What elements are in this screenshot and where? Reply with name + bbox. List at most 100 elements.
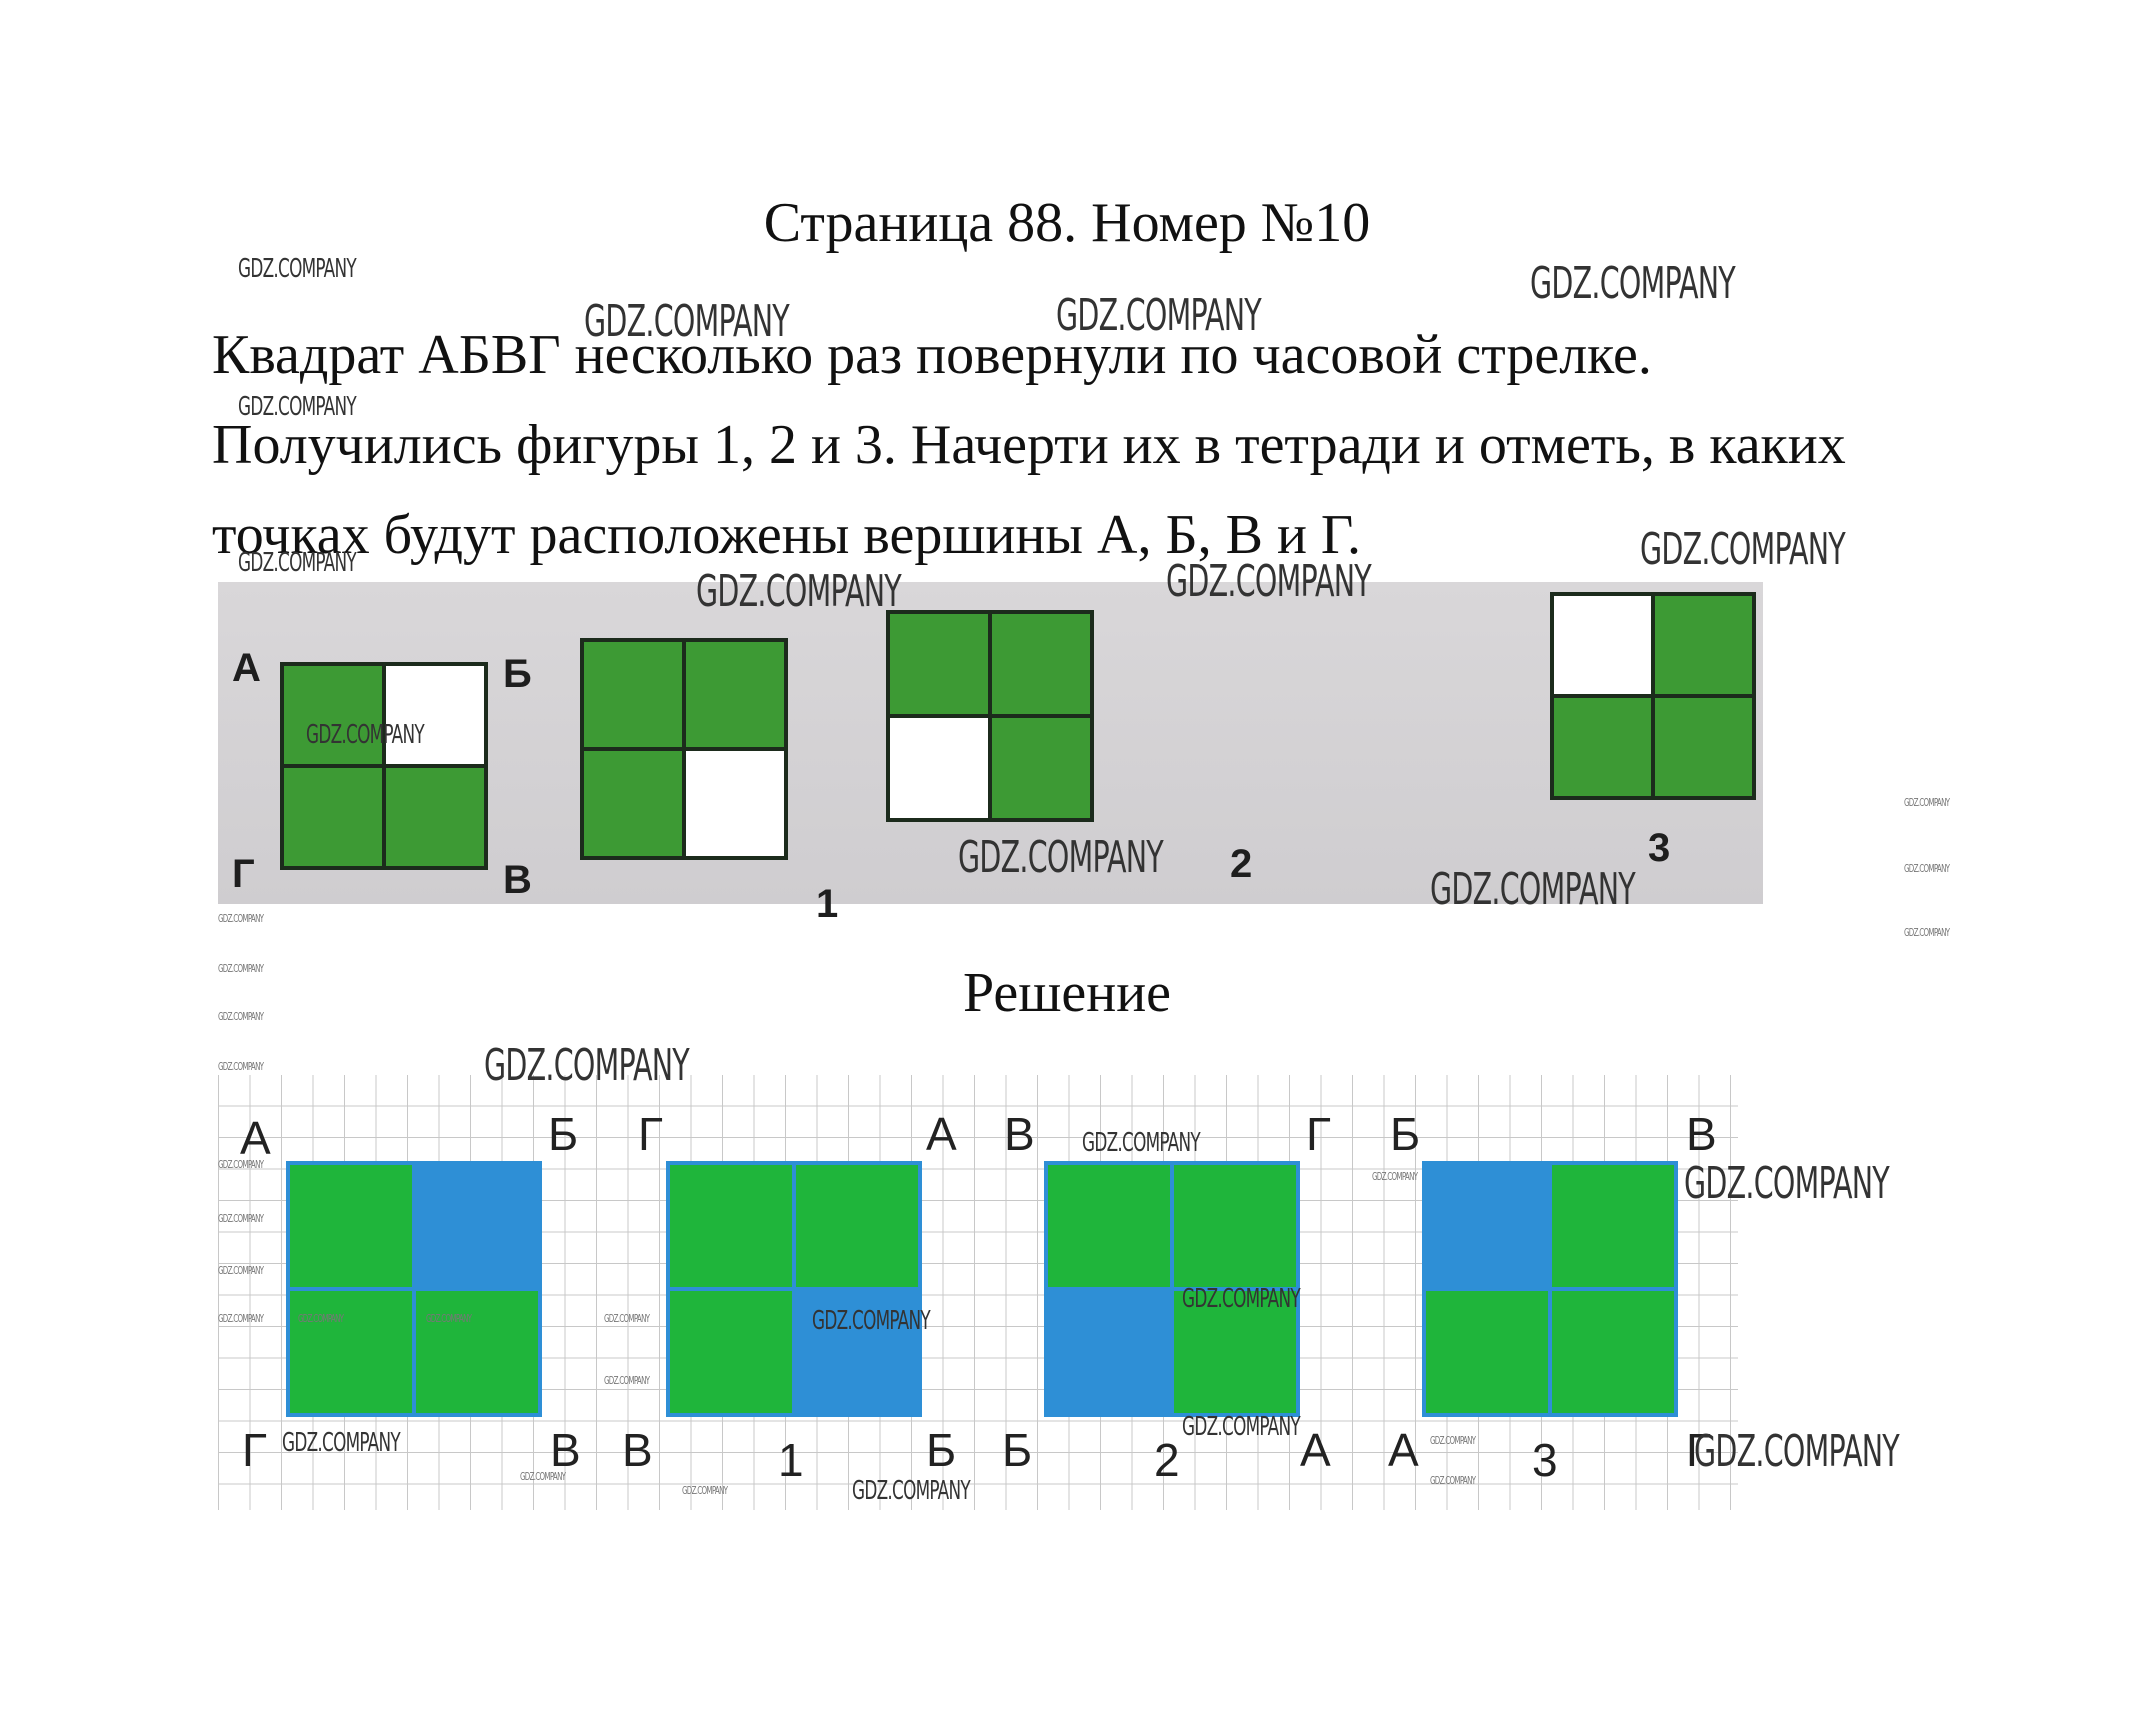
vertex-label: В [550, 1424, 581, 1476]
square-cell [1554, 596, 1651, 694]
watermark: GDZ.COMPANY [282, 1428, 401, 1458]
watermark: GDZ.COMPANY [584, 296, 790, 347]
square-cell [1554, 698, 1651, 796]
watermark: GDZ.COMPANY [852, 1476, 971, 1506]
watermark: GDZ.COMPANY [1056, 290, 1262, 341]
watermark: GDZ.COMPANY [298, 1312, 344, 1325]
watermark: GDZ.COMPANY [218, 1060, 264, 1073]
square-cell [1552, 1165, 1674, 1287]
square-cell [890, 718, 988, 818]
watermark: GDZ.COMPANY [218, 912, 264, 925]
watermark: GDZ.COMPANY [958, 832, 1164, 883]
watermark: GDZ.COMPANY [1640, 524, 1846, 575]
solution-grid: А Б Г В Г А В Б 1 В Г Б А 2 Б В А Г 3 [218, 1075, 1738, 1510]
square-cell [290, 1291, 412, 1413]
square-cell [670, 1165, 792, 1287]
watermark: GDZ.COMPANY [238, 392, 357, 422]
watermark: GDZ.COMPANY [604, 1312, 650, 1325]
square-cell [1552, 1291, 1674, 1413]
watermark: GDZ.COMPANY [218, 1264, 264, 1277]
vertex-label: Б [1390, 1108, 1421, 1160]
vertex-label: А [240, 1112, 271, 1164]
vertex-label-g: Г [232, 852, 255, 896]
task-text-line-1: Квадрат АБВГ несколько раз повернули по … [212, 324, 1652, 386]
vertex-label: Г [638, 1108, 663, 1160]
figure-2-label: 2 [1230, 842, 1253, 886]
square-cell [284, 666, 382, 764]
square-cell [1048, 1165, 1170, 1287]
vertex-label: Г [1686, 1424, 1711, 1476]
vertex-label: Г [1306, 1108, 1331, 1160]
solution-heading: Решение [962, 962, 1172, 1024]
watermark: GDZ.COMPANY [1430, 864, 1636, 915]
vertex-label-v: В [503, 858, 532, 902]
watermark: GDZ.COMPANY [218, 1212, 264, 1225]
square-cell [416, 1165, 538, 1287]
square-cell [686, 751, 784, 856]
figure-2-label: 2 [1154, 1434, 1180, 1486]
vertex-label: Б [548, 1108, 579, 1160]
square-cell [416, 1291, 538, 1413]
watermark: GDZ.COMPANY [696, 566, 902, 617]
task-text-line-2: Получились фигуры 1, 2 и 3. Начерти их в… [212, 414, 1846, 476]
solution-square-3 [1422, 1161, 1678, 1417]
vertex-label: В [622, 1424, 653, 1476]
square-cell [992, 614, 1090, 714]
watermark: GDZ.COMPANY [218, 1158, 264, 1171]
square-cell [796, 1165, 918, 1287]
square-cell [686, 642, 784, 747]
watermark: GDZ.COMPANY [1182, 1412, 1301, 1442]
vertex-label: Б [1002, 1424, 1033, 1476]
vertex-label: Г [242, 1424, 267, 1476]
square-cell [1655, 698, 1752, 796]
watermark: GDZ.COMPANY [484, 1040, 690, 1091]
vertex-label: В [1686, 1108, 1717, 1160]
page-title: Страница 88. Номер №10 [763, 192, 1371, 254]
watermark: GDZ.COMPANY [812, 1306, 931, 1336]
watermark: GDZ.COMPANY [218, 1010, 264, 1023]
vertex-label: А [926, 1108, 957, 1160]
figure-3-square [1550, 592, 1756, 800]
watermark: GDZ.COMPANY [1904, 926, 1950, 939]
watermark: GDZ.COMPANY [218, 962, 264, 975]
figure-1-label: 1 [778, 1434, 804, 1486]
watermark: GDZ.COMPANY [1430, 1474, 1476, 1487]
vertex-label-a: А [232, 646, 261, 690]
figure-3-label: 3 [1648, 826, 1671, 870]
square-cell [290, 1165, 412, 1287]
watermark: GDZ.COMPANY [1430, 1434, 1476, 1447]
square-cell [670, 1291, 792, 1413]
watermark: GDZ.COMPANY [426, 1312, 472, 1325]
watermark: GDZ.COMPANY [520, 1470, 566, 1483]
watermark: GDZ.COMPANY [604, 1374, 650, 1387]
watermark: GDZ.COMPANY [1904, 862, 1950, 875]
task-text-line-3: точках будут расположены вершины А, Б, В… [212, 504, 1361, 566]
figure-1-label: 1 [816, 882, 839, 926]
watermark: GDZ.COMPANY [1530, 258, 1736, 309]
square-cell [1426, 1291, 1548, 1413]
square-cell [1426, 1165, 1548, 1287]
watermark: GDZ.COMPANY [1166, 556, 1372, 607]
square-cell [386, 666, 484, 764]
figure-1-square [580, 638, 788, 860]
watermark: GDZ.COMPANY [238, 548, 357, 578]
watermark: GDZ.COMPANY [682, 1484, 728, 1497]
watermark: GDZ.COMPANY [238, 254, 357, 284]
textbook-photo: А Б Г В 1 2 3 [218, 582, 1763, 924]
square-cell [1655, 596, 1752, 694]
watermark: GDZ.COMPANY [306, 720, 425, 750]
vertex-label: А [1388, 1424, 1419, 1476]
solution-square-original [286, 1161, 542, 1417]
square-cell [284, 768, 382, 866]
vertex-label: Б [926, 1424, 957, 1476]
watermark: GDZ.COMPANY [1182, 1284, 1301, 1314]
square-cell [1174, 1291, 1296, 1413]
figure-2-square [886, 610, 1094, 822]
vertex-label: В [1004, 1108, 1035, 1160]
figure-3-label: 3 [1532, 1434, 1558, 1486]
square-cell [1048, 1291, 1170, 1413]
watermark: GDZ.COMPANY [1372, 1170, 1418, 1183]
watermark: GDZ.COMPANY [1684, 1158, 1890, 1209]
square-cell [992, 718, 1090, 818]
vertex-label: А [1300, 1424, 1331, 1476]
